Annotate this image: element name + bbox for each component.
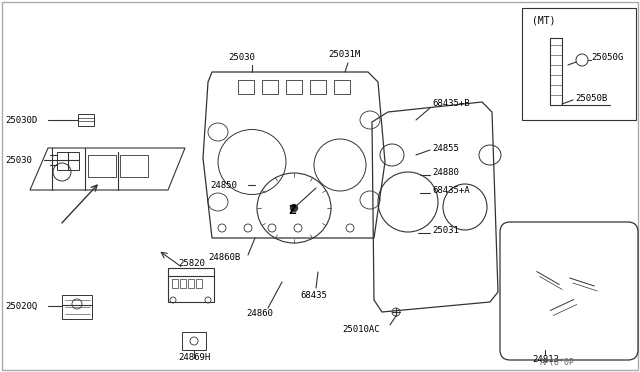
Text: 25820: 25820: [178, 259, 205, 267]
Text: 24855: 24855: [432, 144, 459, 153]
Bar: [334, 80, 350, 94]
Text: 25030: 25030: [5, 155, 32, 164]
Text: 68435: 68435: [300, 291, 327, 299]
Text: 24813: 24813: [532, 356, 559, 365]
Bar: [196, 279, 202, 288]
Text: 25030: 25030: [228, 52, 255, 61]
Bar: [78, 114, 94, 126]
Bar: [188, 279, 194, 288]
Text: 25031M: 25031M: [328, 49, 360, 58]
Text: 24869H: 24869H: [178, 353, 211, 362]
Bar: [286, 80, 302, 94]
Text: 24860B: 24860B: [208, 253, 240, 263]
Bar: [262, 80, 278, 94]
Text: Z: Z: [288, 203, 296, 217]
Text: 25010AC: 25010AC: [342, 326, 380, 334]
Bar: [88, 155, 116, 177]
Text: 24860: 24860: [246, 308, 273, 317]
Bar: [180, 279, 186, 288]
Text: 25050G: 25050G: [591, 52, 623, 61]
Text: 24850: 24850: [210, 180, 237, 189]
Text: 25031: 25031: [432, 225, 459, 234]
Text: (MT): (MT): [532, 15, 556, 25]
Text: AP(8*0P: AP(8*0P: [540, 359, 575, 368]
Text: 68435+A: 68435+A: [432, 186, 470, 195]
Bar: [168, 268, 214, 302]
Bar: [57, 152, 79, 170]
Bar: [238, 80, 254, 94]
Text: 68435+B: 68435+B: [432, 99, 470, 108]
Text: 25020Q: 25020Q: [5, 301, 37, 311]
Bar: [172, 279, 178, 288]
Bar: [182, 332, 206, 350]
Text: 25050B: 25050B: [575, 93, 607, 103]
Bar: [310, 80, 326, 94]
Bar: [62, 295, 92, 319]
FancyBboxPatch shape: [500, 222, 638, 360]
Text: 25030D: 25030D: [5, 115, 37, 125]
Text: 24880: 24880: [432, 167, 459, 176]
Bar: [522, 8, 636, 120]
Bar: [120, 155, 148, 177]
Circle shape: [291, 205, 298, 212]
